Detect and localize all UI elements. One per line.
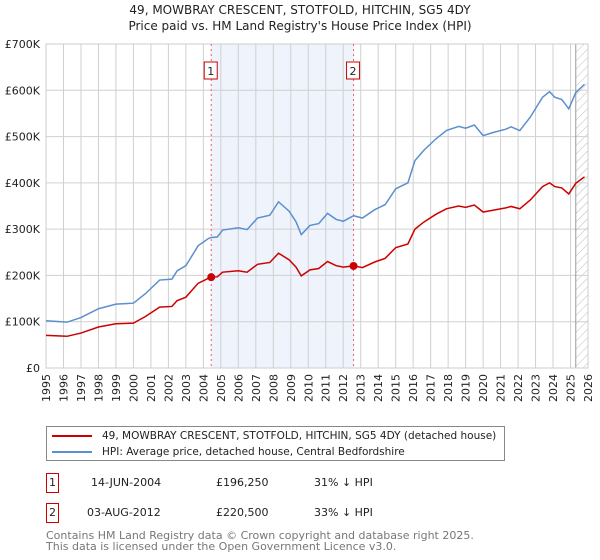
legend-property-swatch bbox=[52, 435, 92, 437]
transaction-date: 03-AUG-2012 bbox=[87, 506, 161, 519]
x-tick-label: 2016 bbox=[407, 374, 420, 402]
x-tick-label: 2014 bbox=[372, 374, 385, 402]
x-tick-label: 2015 bbox=[390, 374, 403, 402]
transaction-row: 2 03-AUG-2012 £220,500 33% ↓ HPI bbox=[46, 503, 546, 523]
legend-hpi-swatch bbox=[52, 451, 92, 453]
plot-border bbox=[45, 43, 589, 369]
x-tick-label: 1999 bbox=[110, 374, 123, 402]
x-tick-label: 2002 bbox=[162, 374, 175, 402]
transaction-row: 1 14-JUN-2004 £196,250 31% ↓ HPI bbox=[46, 473, 546, 493]
sale-point bbox=[349, 261, 358, 270]
footer-licence: This data is licensed under the Open Gov… bbox=[46, 540, 397, 553]
x-tick-label: 2018 bbox=[442, 374, 455, 402]
x-tick-label: 2000 bbox=[127, 374, 140, 402]
sale-point bbox=[207, 273, 216, 282]
y-tick-label: £400K bbox=[5, 177, 41, 190]
x-tick-label: 2026 bbox=[582, 374, 595, 402]
x-tick-label: 2004 bbox=[197, 374, 210, 402]
transaction-badge: 2 bbox=[46, 503, 59, 523]
x-tick-label: 2011 bbox=[320, 374, 333, 402]
x-tick-label: 2020 bbox=[477, 374, 490, 402]
transaction-price: £196,250 bbox=[216, 476, 269, 489]
x-tick-label: 2024 bbox=[547, 374, 560, 402]
sale-marker-box bbox=[346, 61, 361, 80]
property-price-line bbox=[45, 176, 585, 338]
x-tick-label: 2022 bbox=[512, 374, 525, 402]
y-tick-label: £100K bbox=[5, 316, 41, 329]
y-tick-label: £500K bbox=[5, 131, 41, 144]
x-tick-label: 2005 bbox=[215, 374, 228, 402]
y-tick-label: £200K bbox=[5, 269, 41, 282]
transaction-price: £220,500 bbox=[216, 506, 269, 519]
y-tick-label: £300K bbox=[5, 223, 41, 236]
transaction-delta: 33% ↓ HPI bbox=[314, 506, 373, 519]
x-tick-label: 1998 bbox=[92, 374, 105, 402]
hpi-line bbox=[45, 83, 586, 323]
chart-subtitle: Price paid vs. HM Land Registry's House … bbox=[128, 19, 472, 33]
legend-property-label: 49, MOWBRAY CRESCENT, STOTFOLD, HITCHIN,… bbox=[102, 430, 497, 442]
legend: 49, MOWBRAY CRESCENT, STOTFOLD, HITCHIN,… bbox=[46, 426, 505, 461]
x-tick-label: 2003 bbox=[180, 374, 193, 402]
x-tick-label: 2025 bbox=[565, 374, 578, 402]
x-tick-label: 2006 bbox=[232, 374, 245, 402]
transaction-delta: 31% ↓ HPI bbox=[314, 476, 373, 489]
y-tick-label: £600K bbox=[5, 84, 41, 97]
x-tick-label: 2013 bbox=[355, 374, 368, 402]
sale-marker-label: 1 bbox=[207, 65, 214, 78]
y-tick-label: £700K bbox=[5, 38, 41, 51]
x-tick-label: 2009 bbox=[285, 374, 298, 402]
forecast-hatch bbox=[575, 44, 588, 368]
x-tick-label: 2012 bbox=[337, 374, 350, 402]
x-tick-label: 1995 bbox=[40, 374, 53, 402]
transaction-badge: 1 bbox=[46, 473, 59, 493]
x-tick-label: 2008 bbox=[267, 374, 280, 402]
footer-copyright: Contains HM Land Registry data © Crown c… bbox=[46, 529, 474, 542]
footer: Contains HM Land Registry data © Crown c… bbox=[46, 530, 474, 552]
x-tick-label: 2010 bbox=[302, 374, 315, 402]
sale-marker-box bbox=[203, 61, 218, 80]
x-tick-label: 2017 bbox=[425, 374, 438, 402]
y-tick-label: £0 bbox=[26, 362, 40, 375]
legend-hpi-label: HPI: Average price, detached house, Cent… bbox=[102, 446, 405, 458]
x-tick-label: 2019 bbox=[460, 374, 473, 402]
x-tick-label: 2001 bbox=[145, 374, 158, 402]
x-tick-label: 1996 bbox=[57, 374, 70, 402]
x-tick-label: 2023 bbox=[530, 374, 543, 402]
transaction-date: 14-JUN-2004 bbox=[91, 476, 162, 489]
chart-title: 49, MOWBRAY CRESCENT, STOTFOLD, HITCHIN,… bbox=[129, 3, 471, 17]
sale-marker-label: 2 bbox=[350, 65, 357, 78]
x-tick-label: 2007 bbox=[250, 374, 263, 402]
x-tick-label: 2021 bbox=[495, 374, 508, 402]
plot-area: 1995 1996 1997 1998 1999 2000 2001 2002 2003 2004… bbox=[5, 38, 595, 402]
x-tick-label: 1997 bbox=[75, 374, 88, 402]
